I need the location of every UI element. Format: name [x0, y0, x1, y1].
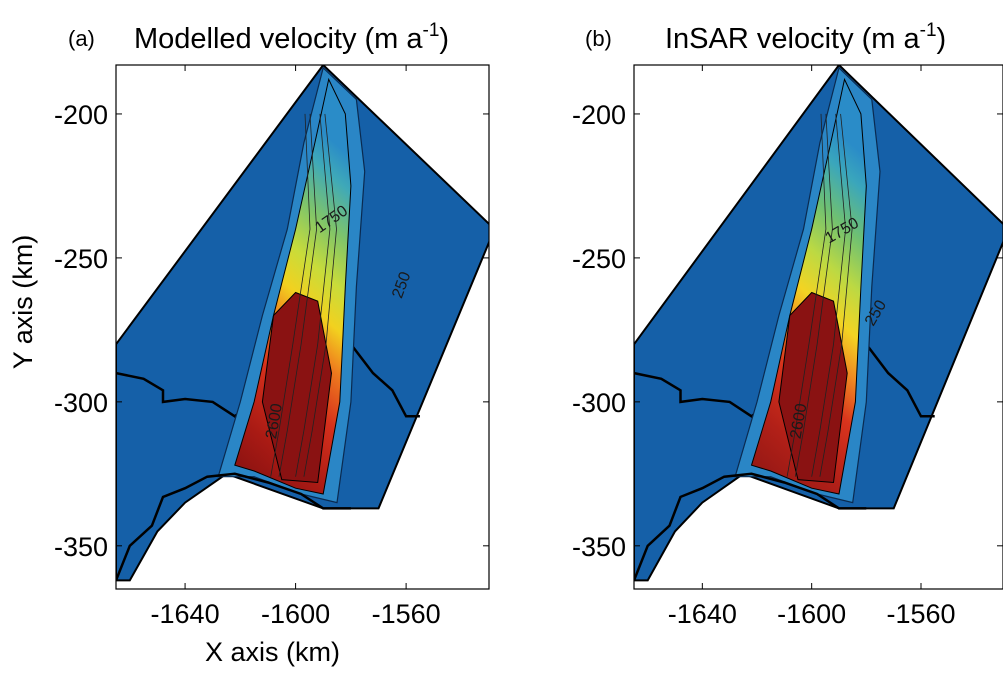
x-tick-label: -1560: [372, 599, 441, 629]
contour-label: 2600: [788, 402, 811, 440]
contour-line: [270, 113, 311, 477]
y-tick-label: -350: [572, 532, 626, 562]
x-tick-label: -1640: [151, 599, 220, 629]
contour-line: [819, 113, 853, 477]
y-tick-label: -200: [54, 100, 108, 130]
fast-core: [778, 291, 848, 484]
x-axis-title: X axis (km): [205, 637, 340, 667]
ice-front: [116, 472, 351, 581]
contour-label: 2600: [263, 402, 286, 440]
axes-frame: [115, 64, 490, 590]
contour-line: [811, 113, 847, 477]
panel-letter: (a): [68, 26, 95, 51]
y-tick-label: -200: [572, 100, 626, 130]
y-tick-label: -350: [54, 532, 108, 562]
x-tick-label: -1600: [777, 599, 846, 629]
fast-core: [261, 291, 333, 484]
panel-letter: (b): [585, 26, 612, 51]
contour-line: [794, 113, 833, 477]
y-tick-label: -250: [572, 244, 626, 274]
contour-line: [295, 113, 331, 477]
panel-title: Modelled velocity (m a-1): [134, 20, 449, 55]
x-tick-label: -1640: [668, 599, 737, 629]
x-tick-label: -1600: [261, 599, 330, 629]
contour-line: [278, 113, 318, 477]
y-tick-label: -250: [54, 244, 108, 274]
y-axis-title: Y axis (km): [8, 235, 38, 370]
contour-line: [303, 113, 337, 477]
ice-front: [634, 472, 867, 581]
x-tick-label: -1560: [886, 599, 955, 629]
y-tick-label: -300: [572, 388, 626, 418]
panel-title: InSAR velocity (m a-1): [665, 20, 946, 55]
axes-frame: [633, 64, 1003, 590]
y-tick-label: -300: [54, 388, 108, 418]
contour-line: [786, 113, 827, 477]
